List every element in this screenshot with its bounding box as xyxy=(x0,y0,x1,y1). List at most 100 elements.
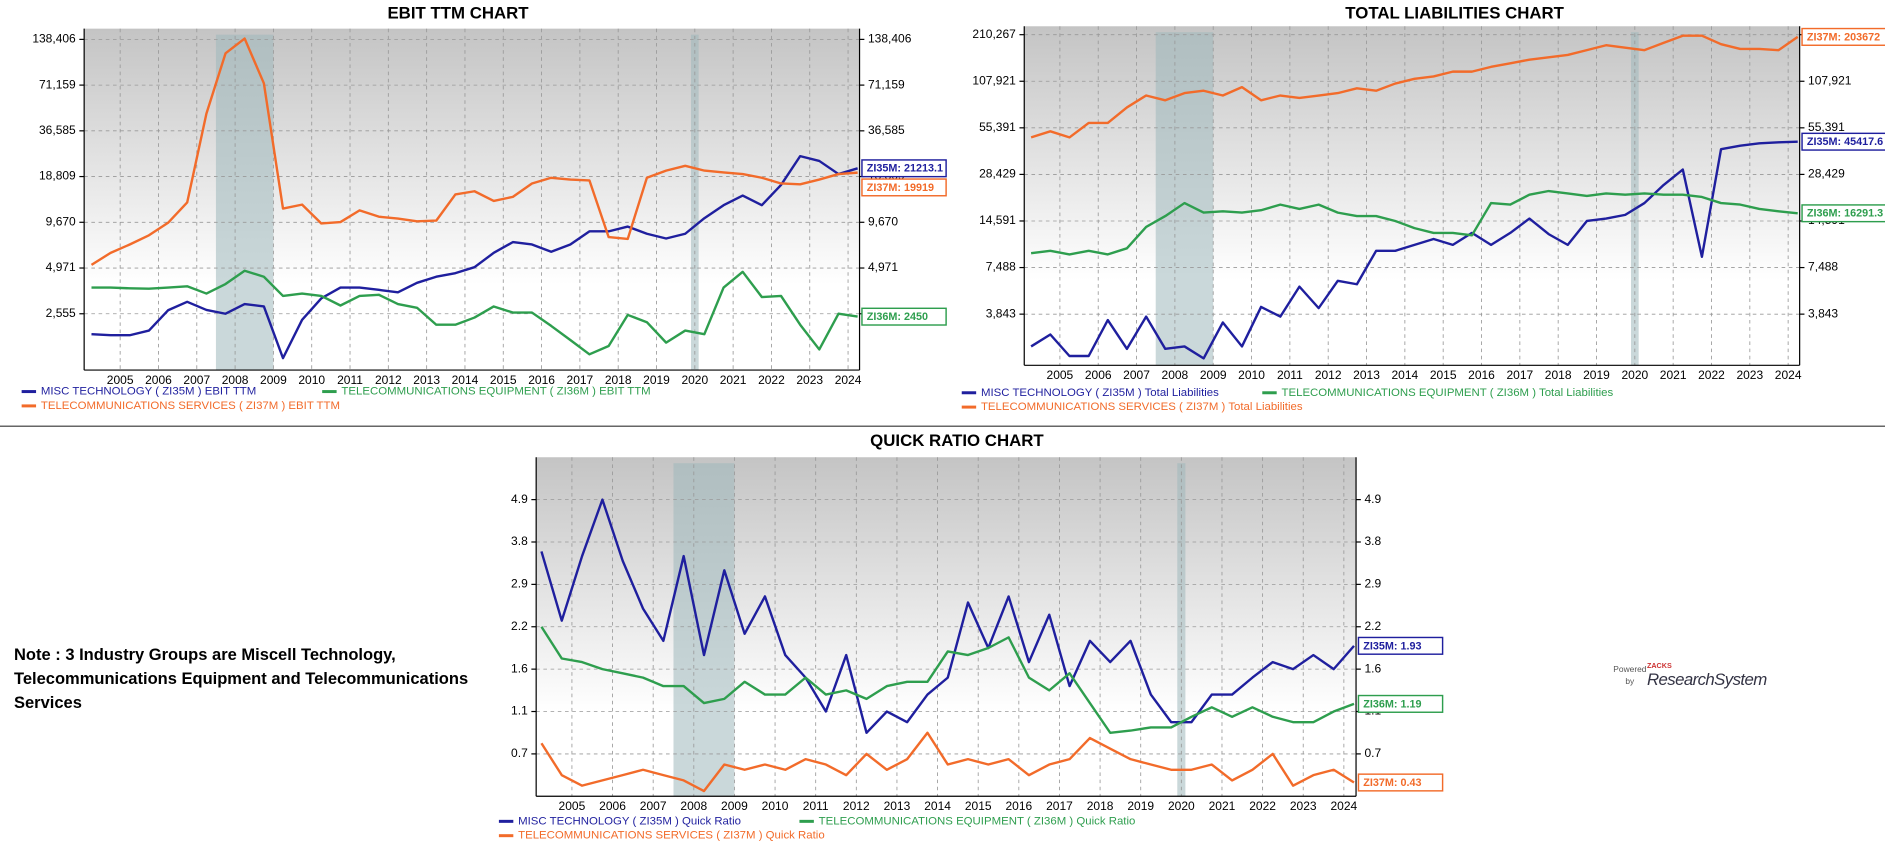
x-tick-label: 2015 xyxy=(965,799,992,813)
x-tick-label: 2017 xyxy=(567,373,594,387)
y-tick-label: 3,843 xyxy=(986,306,1016,320)
y-tick-label: 4.9 xyxy=(511,492,528,506)
y-tick-label: 2.2 xyxy=(511,619,528,633)
x-tick-label: 2005 xyxy=(1047,368,1074,382)
y2-tick-label: 36,585 xyxy=(868,123,905,137)
series-line xyxy=(1030,189,1798,256)
series-line xyxy=(1030,34,1799,139)
x-tick-label: 2024 xyxy=(835,373,862,387)
x-tick-label: 2010 xyxy=(1238,368,1265,382)
x-tick-label: 2011 xyxy=(337,373,363,387)
legend-label: MISC TECHNOLOGY ( ZI35M ) EBIT TTM xyxy=(41,386,256,398)
x-tick-label: 2024 xyxy=(1330,799,1357,813)
end-label: ZI35M: 45417.6 xyxy=(1801,132,1885,151)
x-tick-label: 2023 xyxy=(1290,799,1317,813)
end-label: ZI36M: 1.19 xyxy=(1357,694,1444,713)
chart-title: EBIT TTM CHART xyxy=(387,4,529,23)
x-tick-label: 2011 xyxy=(1277,368,1303,382)
x-tick-label: 2012 xyxy=(375,373,402,387)
x-tick-label: 2014 xyxy=(452,373,479,387)
end-label: ZI37M: 0.43 xyxy=(1357,773,1444,792)
y-tick-label: 0.7 xyxy=(511,746,528,760)
y-tick-label: 36,585 xyxy=(39,123,76,137)
x-tick-label: 2009 xyxy=(1200,368,1227,382)
x-tick-label: 2023 xyxy=(1736,368,1763,382)
series-line xyxy=(1030,140,1798,360)
x-tick-label: 2013 xyxy=(884,799,911,813)
x-tick-label: 2010 xyxy=(298,373,325,387)
x-tick-label: 2022 xyxy=(1249,799,1276,813)
series-line xyxy=(540,498,1355,734)
x-tick-label: 2019 xyxy=(643,373,670,387)
end-label-text: ZI36M: 16291.3 xyxy=(1807,208,1883,220)
chart-title: QUICK RATIO CHART xyxy=(870,431,1044,450)
x-tick-label: 2006 xyxy=(1085,368,1112,382)
x-tick-label: 2005 xyxy=(107,373,134,387)
end-label-text: ZI36M: 2450 xyxy=(867,311,928,323)
shaded-range xyxy=(1155,32,1214,366)
legend-label: MISC TECHNOLOGY ( ZI35M ) Total Liabilit… xyxy=(981,387,1219,399)
x-tick-label: 2014 xyxy=(924,799,951,813)
y-tick-label: 7,488 xyxy=(986,260,1016,274)
y-tick-label: 210,267 xyxy=(972,27,1016,41)
y-tick-label: 1.6 xyxy=(511,661,528,675)
x-tick-label: 2005 xyxy=(559,799,586,813)
end-label-text: ZI37M: 0.43 xyxy=(1363,777,1421,789)
shaded-range xyxy=(673,463,735,797)
x-tick-label: 2021 xyxy=(1660,368,1687,382)
x-tick-label: 2012 xyxy=(1315,368,1342,382)
x-tick-label: 2017 xyxy=(1506,368,1533,382)
x-tick-label: 2019 xyxy=(1583,368,1610,382)
series-line xyxy=(540,626,1355,734)
y2-tick-label: 71,159 xyxy=(868,77,905,91)
end-label-text: ZI37M: 203672 xyxy=(1807,31,1880,43)
x-tick-label: 2007 xyxy=(183,373,210,387)
x-tick-label: 2015 xyxy=(1430,368,1457,382)
series-line xyxy=(91,154,858,360)
x-tick-label: 2018 xyxy=(1087,799,1114,813)
x-tick-label: 2024 xyxy=(1775,368,1802,382)
x-tick-label: 2012 xyxy=(843,799,870,813)
logo-brand: ZACKS xyxy=(1647,662,1672,670)
y-tick-label: 14,591 xyxy=(979,213,1016,227)
legend-label: TELECOMMUNICATIONS SERVICES ( ZI37M ) EB… xyxy=(41,400,340,412)
x-tick-label: 2010 xyxy=(762,799,789,813)
end-label-box xyxy=(861,159,947,178)
legend-label: TELECOMMUNICATIONS EQUIPMENT ( ZI36M ) T… xyxy=(1282,387,1614,399)
x-tick-label: 2016 xyxy=(1468,368,1495,382)
x-tick-label: 2020 xyxy=(1621,368,1648,382)
x-tick-label: 2009 xyxy=(721,799,748,813)
x-tick-label: 2022 xyxy=(1698,368,1725,382)
x-tick-label: 2007 xyxy=(640,799,667,813)
y2-tick-label: 2.9 xyxy=(1364,577,1381,591)
x-tick-label: 2021 xyxy=(1209,799,1236,813)
legend-label: TELECOMMUNICATIONS EQUIPMENT ( ZI36M ) E… xyxy=(341,386,650,398)
x-tick-label: 2006 xyxy=(599,799,626,813)
y-tick-label: 2,555 xyxy=(46,306,76,320)
y-tick-label: 4,971 xyxy=(46,260,76,274)
y-tick-label: 2.9 xyxy=(511,577,528,591)
x-tick-label: 2020 xyxy=(1168,799,1195,813)
x-tick-label: 2014 xyxy=(1391,368,1418,382)
logo-name: ResearchSystem xyxy=(1647,670,1767,689)
x-tick-label: 2008 xyxy=(222,373,249,387)
end-label-box xyxy=(1357,773,1444,792)
legend-label: TELECOMMUNICATIONS SERVICES ( ZI37M ) To… xyxy=(981,401,1303,413)
y2-tick-label: 4,971 xyxy=(868,260,898,274)
y2-tick-label: 107,921 xyxy=(1808,73,1852,87)
y-tick-label: 18,809 xyxy=(39,169,76,183)
end-label-box xyxy=(861,307,947,326)
y2-tick-label: 3,843 xyxy=(1808,306,1838,320)
x-tick-label: 2019 xyxy=(1127,799,1154,813)
y2-tick-label: 1.6 xyxy=(1364,661,1381,675)
end-label-box xyxy=(861,178,947,197)
logo-by: by xyxy=(1625,676,1635,686)
x-tick-label: 2013 xyxy=(1353,368,1380,382)
y2-tick-label: 3.8 xyxy=(1364,534,1381,548)
y-tick-label: 1.1 xyxy=(511,704,528,718)
legend-label: TELECOMMUNICATIONS SERVICES ( ZI37M ) Qu… xyxy=(518,830,825,842)
plot-area xyxy=(84,28,860,371)
legend-label: TELECOMMUNICATIONS EQUIPMENT ( ZI36M ) Q… xyxy=(819,815,1136,827)
end-label-text: ZI35M: 21213.1 xyxy=(867,163,943,175)
plot-area xyxy=(536,457,1357,797)
